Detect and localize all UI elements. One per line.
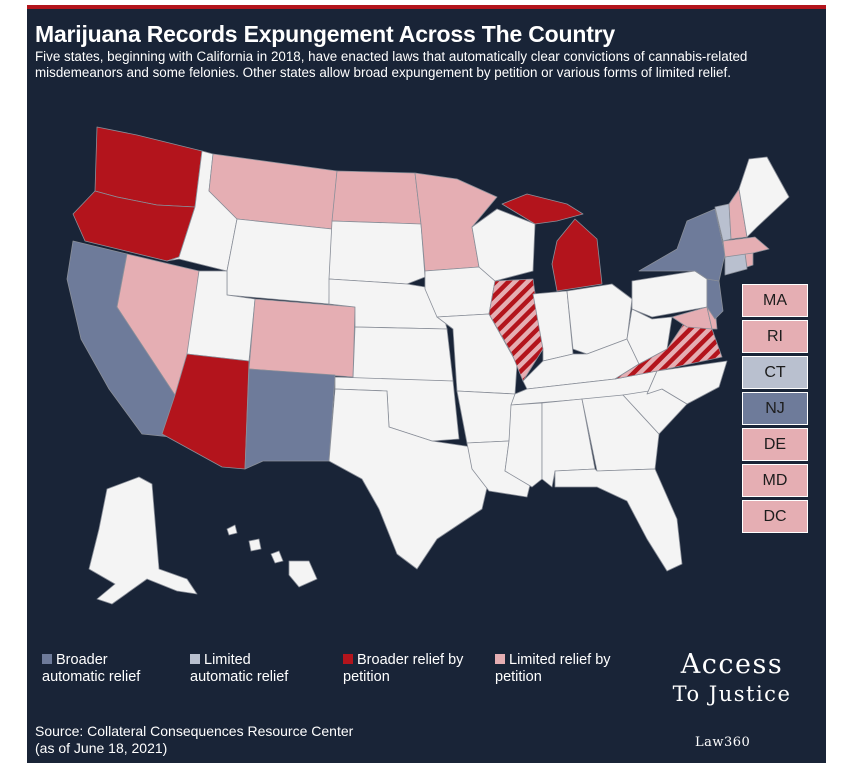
access-to-justice-logo: Access To Justice [672, 649, 792, 706]
state-wi [471, 208, 536, 282]
page-title: Marijuana Records Expungement Across The… [35, 21, 615, 47]
legend-swatch [343, 654, 353, 664]
state-ar [456, 390, 516, 444]
state-ma [722, 236, 770, 258]
state-co [248, 298, 356, 378]
infographic-frame: Marijuana Records Expungement Across The… [27, 5, 826, 763]
us-map [66, 126, 790, 605]
source-note: Source: Collateral Consequences Resource… [35, 723, 354, 756]
state-ga [581, 394, 660, 472]
legend-broader-automatic: Broader automatic relief [42, 652, 141, 685]
small-state-ct: CT [742, 356, 808, 389]
state-fl [554, 468, 683, 572]
legend-limited-petition: Limited relief by petition [495, 652, 611, 685]
state-ms [504, 402, 543, 488]
state-wy [226, 218, 333, 305]
legend-swatch [495, 654, 505, 664]
state-hi-3 [270, 550, 284, 564]
small-state-de: DE [742, 428, 808, 461]
small-states-list: MA RI CT NJ DE MD DC [742, 284, 808, 536]
small-state-ri: RI [742, 320, 808, 353]
state-sd [328, 220, 426, 285]
legend-broader-petition: Broader relief by petition [343, 652, 464, 685]
state-me [738, 156, 790, 238]
state-mi-upper [501, 193, 584, 225]
legend-swatch [42, 654, 52, 664]
state-nm [244, 368, 336, 470]
state-mi-lower [551, 218, 603, 292]
state-hi-2 [248, 538, 262, 552]
legend-limited-automatic: Limited automatic relief [190, 652, 289, 685]
small-state-ma: MA [742, 284, 808, 317]
state-ia [424, 266, 496, 318]
state-tx [328, 388, 490, 570]
small-state-dc: DC [742, 500, 808, 533]
legend-swatch [190, 654, 200, 664]
small-state-nj: NJ [742, 392, 808, 425]
state-az [161, 353, 250, 470]
state-hi-4 [288, 560, 318, 588]
small-state-md: MD [742, 464, 808, 497]
state-nd [331, 170, 422, 225]
state-ak [88, 476, 198, 605]
state-ny [638, 208, 726, 282]
state-hi-1 [226, 524, 238, 536]
law360-logo: Law360 [695, 735, 751, 750]
page-subtitle: Five states, beginning with California i… [35, 49, 748, 80]
state-ks [352, 326, 454, 382]
